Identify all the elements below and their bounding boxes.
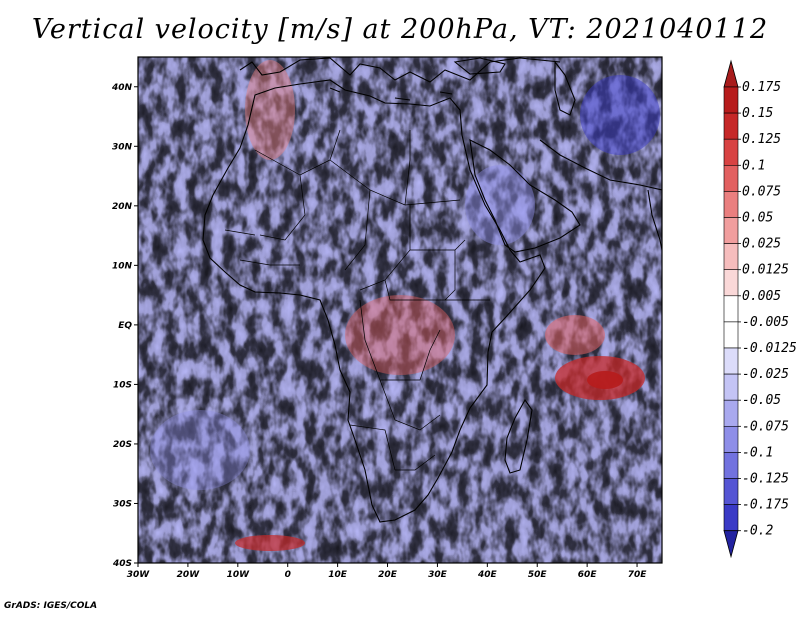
y-tick-label: 40N <box>111 83 133 93</box>
colorbar-swatch <box>723 165 739 192</box>
colorbar-swatch <box>723 217 739 244</box>
arabia-coastline <box>469 139 581 253</box>
downdraft-arabia <box>465 165 535 245</box>
colorbar-label: -0.075 <box>742 419 789 434</box>
colorbar-label: -0.125 <box>742 472 789 487</box>
colorbar-swatch <box>723 269 739 297</box>
downdraft-atlantic <box>150 410 250 490</box>
map-axes: 30W 20W 10W 0 10E 20E 30E 40E 50E 60E 70E 40N 30N 20N… <box>111 83 647 580</box>
updraft-northwest-africa <box>245 60 295 160</box>
x-tick-label: 20E <box>378 570 398 580</box>
mediterranean-islands <box>329 87 453 101</box>
colorbar-top-arrow <box>723 59 739 88</box>
y-tick-label: 10N <box>112 261 133 271</box>
iran-coastline <box>539 139 662 191</box>
colorbar-swatch <box>723 452 739 479</box>
africa-coastline <box>202 79 546 523</box>
x-tick-label: 0 <box>285 570 291 580</box>
x-tick-label: 30W <box>127 570 151 580</box>
colorbar-swatch <box>723 399 739 427</box>
y-tick-label: 30N <box>112 142 133 152</box>
india-coastline <box>647 189 662 251</box>
x-tick-label: 30E <box>428 570 448 580</box>
updraft-core-indian-ocean <box>587 371 623 389</box>
x-tick-label: 10E <box>328 570 348 580</box>
colorbar-swatch <box>723 191 739 218</box>
colorbar-label: -0.005 <box>742 315 789 330</box>
colorbar-swatch <box>723 478 739 505</box>
black-sea-coastline <box>453 57 506 75</box>
colorbar-label: -0.05 <box>742 393 781 408</box>
colorbar-label: -0.2 <box>742 524 773 539</box>
updraft-congo-basin <box>345 295 455 375</box>
colorbar-bottom-arrow <box>723 530 739 559</box>
updraft-south-atlantic <box>235 535 305 551</box>
velocity-field <box>138 57 662 563</box>
colorbar-swatch <box>723 425 739 453</box>
x-tick-label: 20W <box>177 570 201 580</box>
colorbar-label: 0.1 <box>742 158 765 173</box>
madagascar-coastline <box>504 398 533 474</box>
colorbar-label: 0.175 <box>742 80 781 95</box>
colorbar-swatch <box>723 243 739 271</box>
caspian-coastline <box>554 60 576 116</box>
y-tick-label: 20S <box>113 440 132 450</box>
downdraft-iran <box>580 75 660 155</box>
colorbar-swatch <box>723 373 739 401</box>
y-tick-label: 30S <box>113 499 132 509</box>
colorbar-label: 0.05 <box>742 211 773 226</box>
colorbar-label: -0.025 <box>742 367 789 382</box>
colorbar-swatch <box>723 347 739 375</box>
colorbar-label: 0.075 <box>742 184 781 199</box>
colorbar-label: 0.125 <box>742 132 781 147</box>
y-tick-label: EQ <box>118 321 132 331</box>
y-tick-label: 40S <box>112 559 132 569</box>
map-frame <box>137 56 663 564</box>
x-tick-label: 60E <box>578 570 598 580</box>
colorbar-swatch <box>723 138 739 166</box>
colorbar-label: -0.0125 <box>742 341 797 356</box>
colorbar-swatch <box>723 86 739 114</box>
colorbar-label: 0.0125 <box>742 263 789 278</box>
grads-credit: GrADS: IGES/COLA <box>4 601 98 611</box>
colorbar-label: -0.175 <box>742 498 789 513</box>
colorbar-label: 0.005 <box>742 289 781 304</box>
country-borders <box>224 129 490 471</box>
colorbar-swatch <box>723 295 739 323</box>
border-lines <box>224 129 490 471</box>
x-tick-label: 70E <box>628 570 648 580</box>
field-updraft-noise <box>138 57 662 563</box>
colorbar-label: 0.025 <box>742 237 781 252</box>
colorbar-label: -0.1 <box>742 445 773 460</box>
colorbar: 0.175 0.15 0.125 0.1 0.075 0.05 0.025 0.0125 0.0… <box>723 59 797 559</box>
colorbar-swatch <box>723 321 739 349</box>
colorbar-label: 0.15 <box>742 106 773 121</box>
x-tick-label: 50E <box>528 570 548 580</box>
y-tick-label: 10S <box>113 380 132 390</box>
updraft-cell-east <box>545 315 605 355</box>
colorbar-swatch <box>723 112 739 140</box>
y-tick-label: 20N <box>112 202 133 212</box>
x-tick-label: 10W <box>227 570 251 580</box>
map-title: Vertical velocity [m/s] at 200hPa, VT: 2… <box>31 14 769 45</box>
coastlines <box>202 57 662 523</box>
colorbar-swatch <box>723 504 739 532</box>
x-tick-label: 40E <box>477 570 498 580</box>
